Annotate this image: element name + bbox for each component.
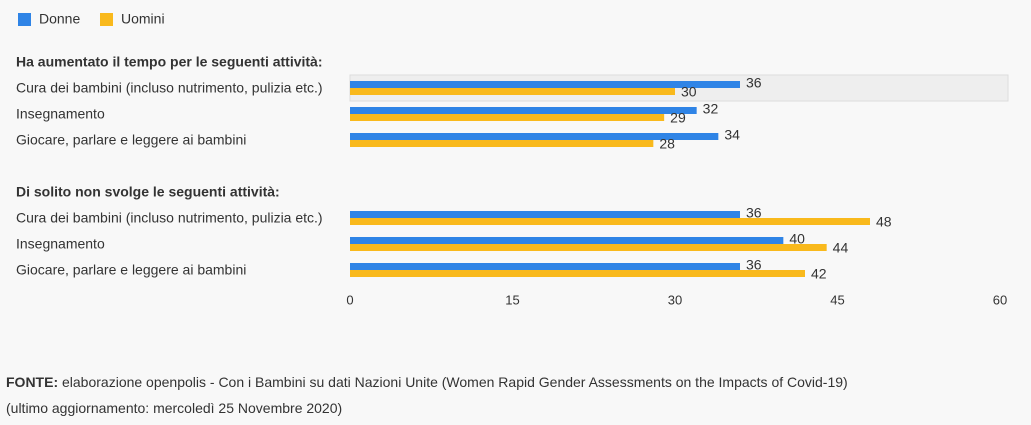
value-label: 40 bbox=[789, 231, 805, 247]
bar bbox=[350, 270, 805, 277]
x-tick-label: 15 bbox=[505, 292, 519, 307]
chart: Donne Uomini Ha aumentato il tempo per le … bbox=[16, 11, 1009, 307]
section-title: Di solito non svolge le seguenti attivit… bbox=[16, 184, 280, 200]
category-label: Insegnamento bbox=[16, 236, 105, 252]
x-tick-label: 45 bbox=[830, 292, 844, 307]
value-label: 32 bbox=[703, 101, 719, 117]
value-label: 30 bbox=[681, 84, 697, 100]
value-label: 34 bbox=[724, 127, 740, 143]
bar bbox=[350, 81, 740, 88]
value-label: 36 bbox=[746, 75, 762, 91]
legend-swatch bbox=[100, 13, 113, 26]
bar bbox=[350, 140, 654, 147]
value-label: 44 bbox=[833, 240, 849, 256]
legend-swatch bbox=[18, 13, 31, 26]
value-label: 28 bbox=[659, 136, 675, 152]
value-label: 29 bbox=[670, 110, 686, 126]
value-label: 42 bbox=[811, 266, 827, 282]
value-label: 48 bbox=[876, 214, 892, 230]
x-tick-label: 30 bbox=[668, 292, 682, 307]
bar bbox=[350, 114, 665, 121]
bar bbox=[350, 263, 740, 270]
bar bbox=[350, 88, 675, 95]
category-label: Insegnamento bbox=[16, 106, 105, 122]
category-label: Cura dei bambini (incluso nutrimento, pu… bbox=[16, 80, 323, 96]
x-tick-label: 0 bbox=[346, 292, 353, 307]
category-label: Giocare, parlare e leggere ai bambini bbox=[16, 262, 246, 278]
bar bbox=[350, 218, 870, 225]
bar bbox=[350, 133, 719, 140]
bar bbox=[350, 107, 697, 114]
source-text: elaborazione openpolis - Con i Bambini s… bbox=[62, 374, 848, 390]
bar bbox=[350, 244, 827, 251]
legend-label: Donne bbox=[39, 11, 80, 27]
bar bbox=[350, 237, 784, 244]
x-tick-label: 60 bbox=[993, 292, 1007, 307]
category-label: Cura dei bambini (incluso nutrimento, pu… bbox=[16, 210, 323, 226]
legend-label: Uomini bbox=[121, 11, 165, 27]
bar bbox=[350, 211, 740, 218]
section-title: Ha aumentato il tempo per le seguenti at… bbox=[16, 54, 323, 70]
value-label: 36 bbox=[746, 257, 762, 273]
source: FONTE: elaborazione openpolis - Con i Ba… bbox=[6, 374, 848, 390]
value-label: 36 bbox=[746, 205, 762, 221]
source-label: FONTE: bbox=[6, 374, 59, 390]
source-updated: (ultimo aggiornamento: mercoledì 25 Nove… bbox=[6, 400, 343, 416]
category-label: Giocare, parlare e leggere ai bambini bbox=[16, 132, 246, 148]
